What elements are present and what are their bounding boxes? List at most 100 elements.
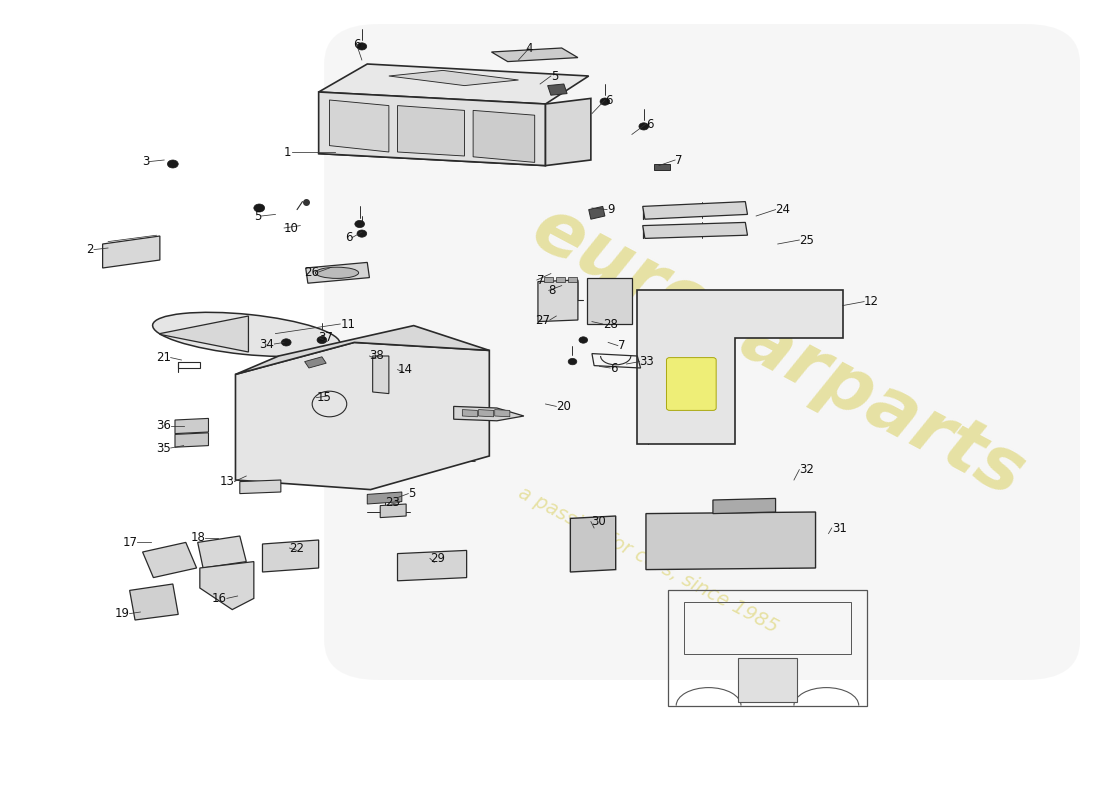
Text: 5: 5 xyxy=(254,210,262,222)
Polygon shape xyxy=(642,222,748,238)
Text: 6: 6 xyxy=(646,118,653,130)
Text: 31: 31 xyxy=(832,522,847,534)
Text: 18: 18 xyxy=(190,531,206,544)
Text: 6: 6 xyxy=(605,94,613,106)
Text: 15: 15 xyxy=(317,391,331,404)
Text: 7: 7 xyxy=(618,339,626,352)
Text: 6: 6 xyxy=(344,231,352,244)
Text: 6: 6 xyxy=(353,38,360,50)
Circle shape xyxy=(358,230,366,238)
Text: 19: 19 xyxy=(114,607,130,620)
Circle shape xyxy=(317,336,327,344)
Circle shape xyxy=(282,339,292,346)
Polygon shape xyxy=(548,84,568,95)
Polygon shape xyxy=(305,357,327,368)
Polygon shape xyxy=(544,277,553,282)
Text: 37: 37 xyxy=(319,331,333,344)
Polygon shape xyxy=(586,278,631,324)
Polygon shape xyxy=(738,658,798,702)
Polygon shape xyxy=(263,540,319,572)
Text: 23: 23 xyxy=(385,496,399,509)
Polygon shape xyxy=(160,316,249,352)
Text: 16: 16 xyxy=(212,592,227,605)
Polygon shape xyxy=(397,550,466,581)
Text: 3: 3 xyxy=(142,155,150,168)
Polygon shape xyxy=(319,64,588,104)
Text: 13: 13 xyxy=(220,475,234,488)
Polygon shape xyxy=(373,356,389,394)
Text: 8: 8 xyxy=(549,284,557,297)
Polygon shape xyxy=(235,342,490,490)
Polygon shape xyxy=(569,277,576,282)
Text: 33: 33 xyxy=(639,355,654,368)
Text: 5: 5 xyxy=(408,487,416,500)
FancyBboxPatch shape xyxy=(667,358,716,410)
Polygon shape xyxy=(637,290,843,444)
Text: 36: 36 xyxy=(156,419,170,432)
Circle shape xyxy=(355,220,364,227)
Polygon shape xyxy=(473,110,535,162)
Text: 20: 20 xyxy=(557,400,571,413)
Text: 21: 21 xyxy=(156,351,170,364)
Circle shape xyxy=(254,204,265,212)
Text: 9: 9 xyxy=(607,203,615,216)
Text: 6: 6 xyxy=(610,362,618,374)
Text: 11: 11 xyxy=(340,318,355,330)
Polygon shape xyxy=(367,492,402,504)
Polygon shape xyxy=(453,406,524,421)
Polygon shape xyxy=(240,480,280,494)
Polygon shape xyxy=(175,433,209,447)
Polygon shape xyxy=(478,410,494,417)
Polygon shape xyxy=(495,410,509,417)
Polygon shape xyxy=(557,277,565,282)
Polygon shape xyxy=(546,98,591,166)
Text: 17: 17 xyxy=(122,536,138,549)
Polygon shape xyxy=(588,206,605,219)
Ellipse shape xyxy=(153,312,340,357)
Text: 5: 5 xyxy=(551,70,559,82)
Text: 22: 22 xyxy=(289,542,305,554)
Text: 7: 7 xyxy=(537,274,544,286)
Polygon shape xyxy=(492,48,578,62)
Polygon shape xyxy=(538,280,578,322)
Text: 2: 2 xyxy=(87,243,94,256)
Text: 27: 27 xyxy=(535,314,550,326)
Polygon shape xyxy=(319,92,546,166)
Polygon shape xyxy=(642,202,748,219)
Text: 25: 25 xyxy=(800,234,814,246)
Ellipse shape xyxy=(316,267,359,278)
Polygon shape xyxy=(646,512,815,570)
Polygon shape xyxy=(143,542,197,578)
Text: 32: 32 xyxy=(800,463,814,476)
Polygon shape xyxy=(389,70,518,86)
Polygon shape xyxy=(653,164,670,170)
Polygon shape xyxy=(198,536,246,568)
Polygon shape xyxy=(381,504,406,518)
Polygon shape xyxy=(102,236,160,268)
Text: 1: 1 xyxy=(284,146,292,158)
Text: 34: 34 xyxy=(260,338,274,350)
Text: 38: 38 xyxy=(370,350,384,362)
Text: 24: 24 xyxy=(776,203,791,216)
Text: 35: 35 xyxy=(156,442,170,454)
Text: 29: 29 xyxy=(430,552,444,565)
Text: a passion for cars, since 1985: a passion for cars, since 1985 xyxy=(515,483,781,637)
Polygon shape xyxy=(713,498,776,514)
Polygon shape xyxy=(235,326,490,374)
Text: 7: 7 xyxy=(675,154,683,166)
Text: 12: 12 xyxy=(865,295,879,308)
Polygon shape xyxy=(570,516,616,572)
Polygon shape xyxy=(397,106,464,156)
Circle shape xyxy=(358,43,366,50)
Text: 4: 4 xyxy=(526,42,534,54)
Text: 26: 26 xyxy=(304,266,319,278)
Polygon shape xyxy=(330,100,389,152)
Polygon shape xyxy=(175,418,209,434)
Circle shape xyxy=(579,337,587,343)
Circle shape xyxy=(167,160,178,168)
Polygon shape xyxy=(306,262,370,283)
Circle shape xyxy=(600,98,609,106)
Text: 14: 14 xyxy=(397,363,412,376)
Polygon shape xyxy=(462,410,477,417)
Polygon shape xyxy=(200,562,254,610)
